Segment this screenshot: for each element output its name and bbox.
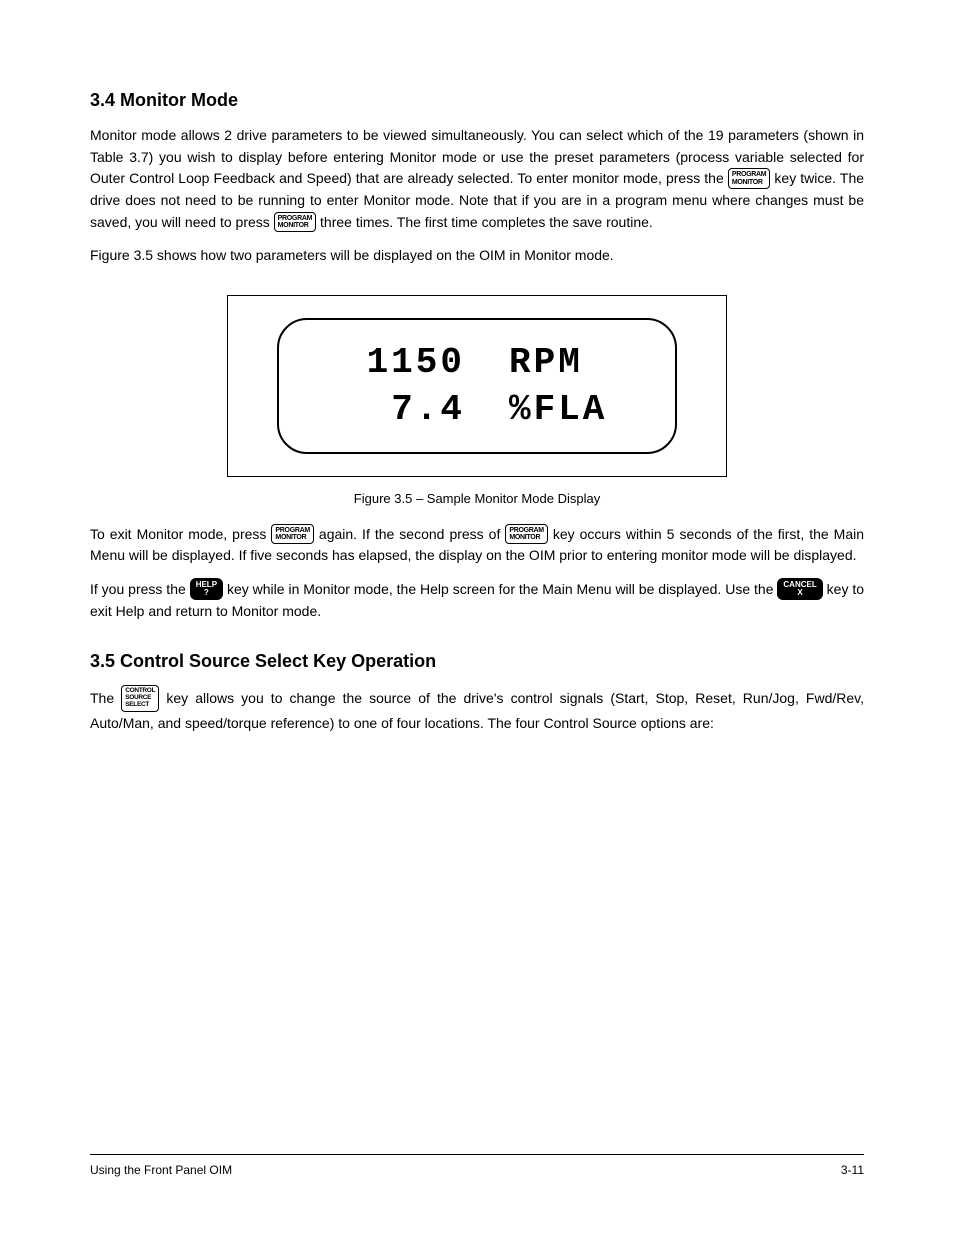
lcd-value: 7.4: [315, 387, 465, 434]
help-icon: HELP ?: [190, 578, 223, 600]
body-paragraph: Monitor mode allows 2 drive parameters t…: [90, 125, 864, 233]
body-paragraph: Figure 3.5 shows how two parameters will…: [90, 245, 864, 267]
body-text: key allows you to change the source of t…: [90, 690, 864, 731]
lcd-unit: %FLA: [509, 387, 639, 434]
program-monitor-icon: PROGRAM MONITOR: [274, 212, 316, 233]
body-text: To exit Monitor mode, press: [90, 526, 271, 542]
lcd-unit: RPM: [509, 340, 639, 387]
body-text: The: [90, 690, 121, 706]
body-text: If you press the: [90, 581, 190, 597]
program-monitor-icon: PROGRAM MONITOR: [728, 168, 770, 189]
lcd-display-panel: 1150 RPM 7.4 %FLA: [227, 295, 727, 477]
body-text: again. If the second press of: [319, 526, 505, 542]
page-number: 3-11: [841, 1163, 864, 1177]
lcd-value: 1150: [315, 340, 465, 387]
body-paragraph: To exit Monitor mode, press PROGRAM MONI…: [90, 524, 864, 567]
lcd-row: 1150 RPM: [315, 340, 639, 387]
figure-caption: Figure 3.5 – Sample Monitor Mode Display: [90, 491, 864, 506]
lcd-inner: 1150 RPM 7.4 %FLA: [277, 318, 677, 454]
footer-title: Using the Front Panel OIM: [90, 1163, 232, 1177]
cancel-icon: CANCEL X: [777, 578, 822, 600]
section-heading: 3.4 Monitor Mode: [90, 90, 864, 111]
page-footer: Using the Front Panel OIM 3-11: [90, 1154, 864, 1177]
lcd-row: 7.4 %FLA: [315, 387, 639, 434]
program-monitor-icon: PROGRAM MONITOR: [271, 524, 313, 545]
section-heading: 3.5 Control Source Select Key Operation: [90, 651, 864, 672]
body-text: key while in Monitor mode, the Help scre…: [227, 581, 777, 597]
body-text: three times. The first time completes th…: [320, 214, 653, 230]
program-monitor-icon: PROGRAM MONITOR: [505, 524, 547, 545]
body-paragraph: The CONTROL SOURCE SELECT key allows you…: [90, 686, 864, 734]
body-paragraph: If you press the HELP ? key while in Mon…: [90, 579, 864, 623]
control-source-select-icon: CONTROL SOURCE SELECT: [121, 685, 159, 711]
